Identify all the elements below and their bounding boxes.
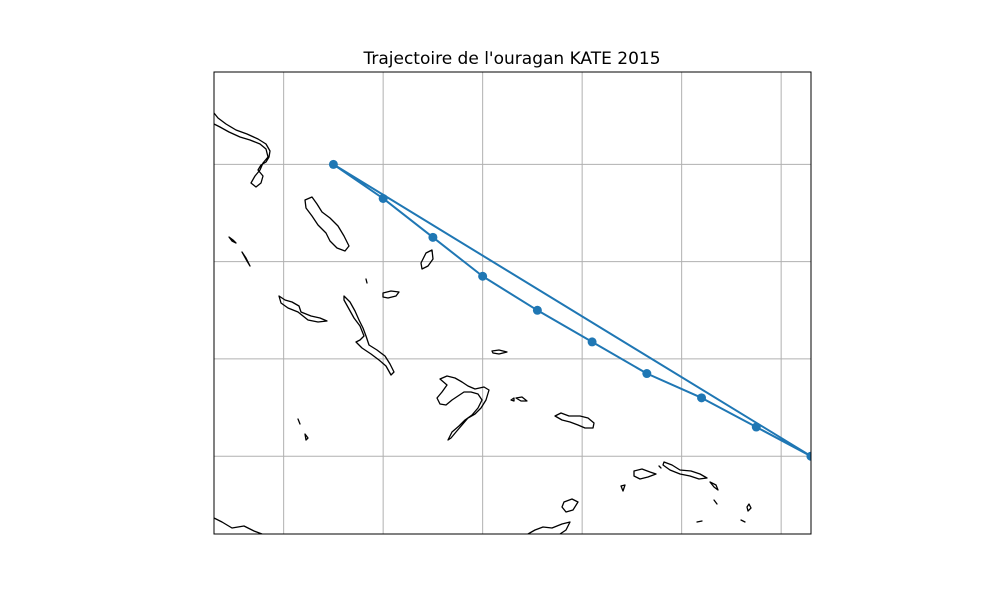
- coastlines: [214, 112, 752, 534]
- track-point: [642, 369, 652, 379]
- map-frame: [213, 71, 812, 535]
- track-point: [587, 337, 597, 347]
- cay-9: [304, 433, 309, 441]
- island-5: [491, 349, 508, 355]
- cay-1: [228, 236, 237, 244]
- chart-title: Trajectoire de l'ouragan KATE 2015: [362, 49, 660, 69]
- cay-19: [740, 519, 746, 523]
- cay-13: [620, 484, 626, 492]
- island-11: [662, 461, 708, 480]
- island-4: [382, 290, 400, 299]
- cay-3: [365, 278, 368, 284]
- cay-8: [297, 418, 301, 425]
- track-point: [328, 159, 338, 169]
- island-10: [633, 468, 657, 480]
- florida-coast: [214, 112, 271, 188]
- cay-12: [658, 465, 662, 469]
- cuba-north-coast: [214, 517, 263, 534]
- cay-15: [561, 498, 579, 513]
- cay-18: [696, 520, 703, 523]
- andros-coast: [304, 196, 350, 252]
- hispaniola-coast: [527, 521, 571, 534]
- track-line: [332, 163, 811, 458]
- cay-17: [713, 499, 718, 505]
- exuma-coast: [278, 295, 328, 323]
- hurricane-track: [328, 159, 811, 461]
- track-point: [428, 232, 438, 242]
- inagua-coast: [436, 375, 490, 441]
- long-island-coast: [343, 295, 395, 376]
- island-7: [515, 396, 528, 402]
- track-point: [478, 271, 488, 281]
- track-point: [697, 393, 707, 403]
- island-6: [510, 397, 515, 402]
- caicos-coast: [554, 412, 595, 429]
- cay-14: [709, 481, 719, 491]
- track-point: [806, 451, 811, 461]
- cay-2: [241, 251, 251, 267]
- map-area: [214, 72, 811, 534]
- track-point: [751, 422, 761, 432]
- track-point: [378, 193, 388, 203]
- cay-16: [746, 503, 752, 512]
- track-point: [532, 305, 542, 315]
- eleuthera-coast: [420, 249, 434, 270]
- gridlines: [214, 72, 811, 534]
